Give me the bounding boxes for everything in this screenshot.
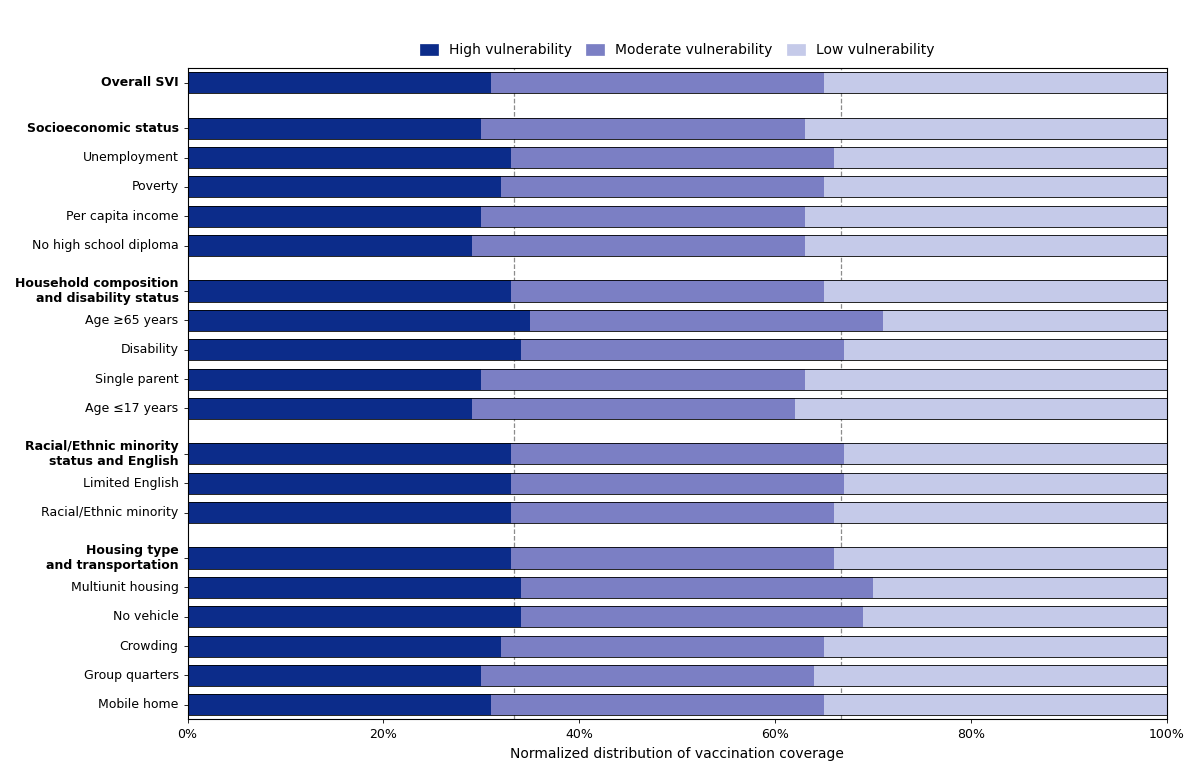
Bar [491, 695, 824, 715]
Bar [187, 235, 472, 256]
Bar [805, 206, 1168, 227]
Bar [511, 502, 834, 523]
Bar [874, 577, 1168, 598]
Bar [500, 176, 824, 197]
Bar [864, 606, 1168, 627]
Bar [844, 443, 1168, 465]
Bar [824, 176, 1168, 197]
Bar [521, 606, 864, 627]
Bar [481, 369, 805, 390]
Bar [824, 72, 1168, 93]
Bar [844, 473, 1168, 494]
Bar [187, 147, 511, 168]
Bar [844, 339, 1168, 360]
Bar [834, 147, 1168, 168]
Bar [511, 473, 844, 494]
Bar [521, 339, 844, 360]
Bar [187, 280, 511, 302]
Bar [805, 369, 1168, 390]
Bar [187, 72, 491, 93]
Bar [472, 235, 805, 256]
Bar [511, 443, 844, 465]
Bar [187, 398, 472, 419]
Bar [481, 665, 815, 686]
Bar [491, 72, 824, 93]
Bar [187, 606, 521, 627]
Bar [530, 310, 883, 331]
Bar [824, 636, 1168, 656]
Bar [834, 502, 1168, 523]
Bar [187, 548, 511, 569]
Bar [481, 118, 805, 139]
Bar [187, 473, 511, 494]
Bar [834, 548, 1168, 569]
Bar [511, 280, 824, 302]
Bar [521, 577, 874, 598]
Bar [187, 310, 530, 331]
Bar [805, 118, 1168, 139]
Bar [511, 147, 834, 168]
Bar [187, 502, 511, 523]
X-axis label: Normalized distribution of vaccination coverage: Normalized distribution of vaccination c… [510, 747, 845, 761]
Bar [187, 369, 481, 390]
Bar [187, 206, 481, 227]
Bar [187, 665, 481, 686]
Bar [187, 176, 500, 197]
Bar [805, 235, 1168, 256]
Bar [511, 548, 834, 569]
Bar [187, 443, 511, 465]
Bar [187, 695, 491, 715]
Bar [187, 577, 521, 598]
Bar [187, 636, 500, 656]
Bar [481, 206, 805, 227]
Bar [500, 636, 824, 656]
Bar [472, 398, 794, 419]
Bar [187, 118, 481, 139]
Legend: High vulnerability, Moderate vulnerability, Low vulnerability: High vulnerability, Moderate vulnerabili… [416, 40, 938, 61]
Bar [815, 665, 1168, 686]
Bar [187, 339, 521, 360]
Bar [883, 310, 1168, 331]
Bar [824, 695, 1168, 715]
Bar [824, 280, 1168, 302]
Bar [794, 398, 1168, 419]
